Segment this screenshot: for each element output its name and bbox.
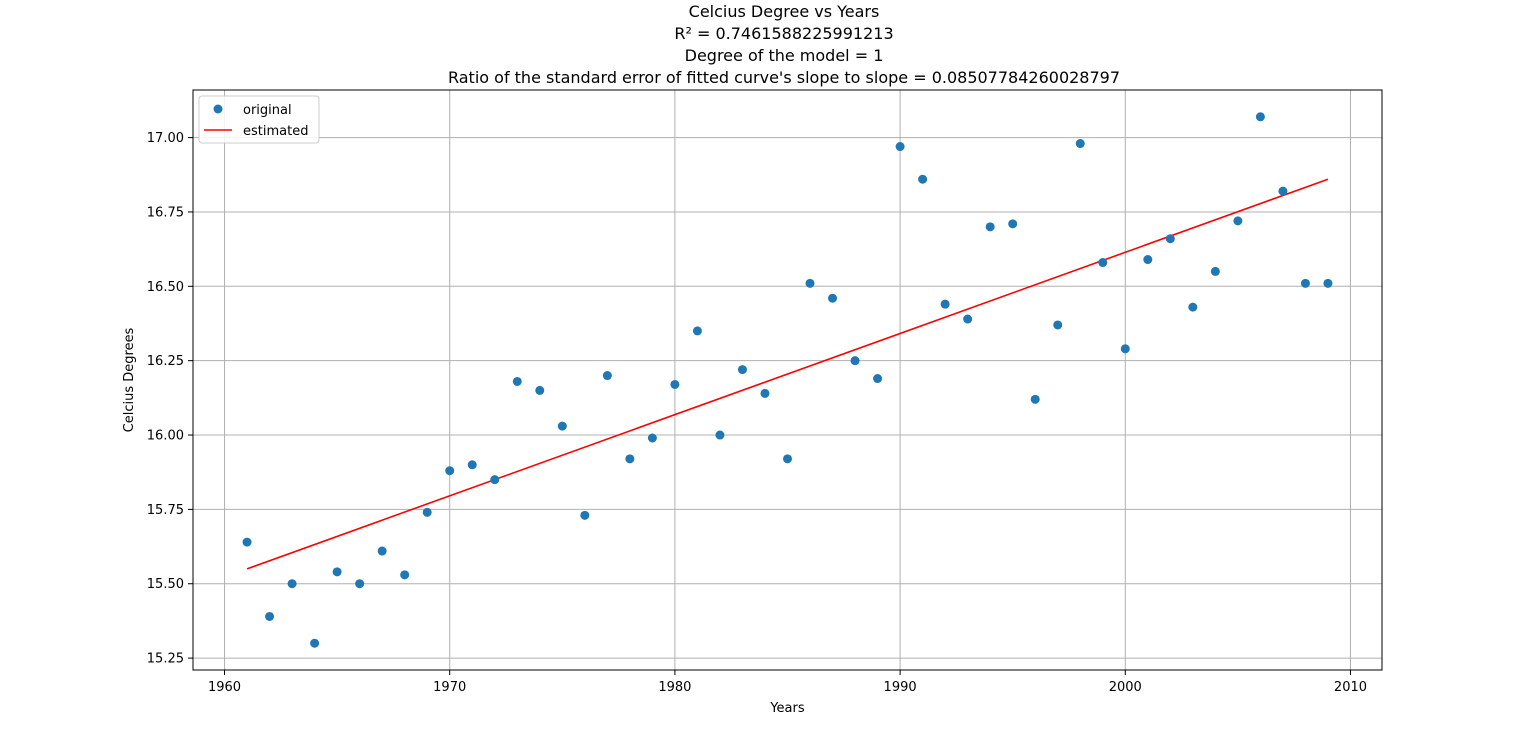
- series-original: [242, 112, 1333, 648]
- data-point: [737, 365, 747, 375]
- title-line-4: Ratio of the standard error of fitted cu…: [448, 68, 1120, 87]
- data-point: [1278, 186, 1288, 196]
- data-point: [805, 278, 815, 288]
- data-point: [828, 293, 838, 303]
- data-point: [1165, 234, 1175, 244]
- data-point: [310, 638, 320, 648]
- data-point: [692, 326, 702, 336]
- data-point: [1098, 258, 1108, 268]
- title-line-2: R² = 0.7461588225991213: [674, 24, 893, 43]
- data-point: [265, 611, 275, 621]
- legend-label-estimated: estimated: [243, 124, 308, 139]
- y-tick-label: 16.75: [147, 205, 184, 220]
- data-point: [602, 371, 612, 381]
- x-axis-label: Years: [769, 701, 805, 716]
- x-tick-label: 1960: [208, 680, 241, 695]
- y-axis-ticks: 15.25 15.50 15.75 16.00 16.25 16.50 16.75 17.00: [147, 131, 193, 667]
- data-point: [422, 507, 432, 517]
- data-point: [400, 570, 410, 580]
- y-tick-label: 15.25: [147, 652, 184, 667]
- data-point: [467, 460, 477, 470]
- data-point: [985, 222, 995, 232]
- data-point: [760, 388, 770, 398]
- y-axis-label: Celcius Degrees: [122, 327, 137, 432]
- y-tick-label: 16.00: [147, 429, 184, 444]
- y-tick-label: 17.00: [147, 131, 184, 146]
- legend-box: [198, 95, 320, 144]
- data-point: [1188, 302, 1198, 312]
- data-point: [940, 299, 950, 309]
- data-point: [490, 475, 500, 485]
- data-point: [287, 579, 297, 589]
- data-point: [670, 379, 680, 389]
- data-point: [1075, 139, 1085, 149]
- data-point: [625, 454, 635, 464]
- y-tick-label: 15.50: [147, 577, 184, 592]
- x-tick-label: 2000: [1109, 680, 1142, 695]
- data-point: [1143, 255, 1153, 265]
- estimated-line: [246, 178, 1329, 570]
- title-line-1: Celcius Degree vs Years: [689, 2, 880, 21]
- data-point: [1210, 266, 1220, 276]
- legend: original estimated: [198, 95, 320, 144]
- data-point: [963, 314, 973, 324]
- data-point: [355, 579, 365, 589]
- title-line-3: Degree of the model = 1: [685, 46, 884, 65]
- chart-title: Celcius Degree vs Years R² = 0.7461588225…: [448, 2, 1120, 87]
- data-point: [783, 454, 792, 464]
- plot-frame: [192, 89, 1383, 671]
- data-point: [1300, 278, 1310, 288]
- legend-marker-original: [213, 104, 223, 114]
- data-point: [1255, 112, 1265, 122]
- data-point: [715, 430, 725, 440]
- x-tick-label: 1990: [884, 680, 917, 695]
- data-point: [1053, 320, 1063, 330]
- data-point: [647, 433, 657, 443]
- data-point: [242, 537, 252, 547]
- x-axis-ticks: 1960 1970 1980 1990 2000 2010: [208, 670, 1367, 695]
- x-tick-label: 1980: [658, 680, 691, 695]
- y-tick-label: 16.50: [147, 280, 184, 295]
- y-tick-label: 15.75: [147, 503, 184, 518]
- data-point: [895, 142, 905, 152]
- x-tick-label: 1970: [433, 680, 466, 695]
- data-point: [873, 374, 883, 384]
- data-point: [1323, 278, 1333, 288]
- y-tick-label: 16.25: [147, 354, 184, 369]
- data-point: [377, 546, 387, 556]
- grid: [193, 90, 1382, 670]
- data-point: [1030, 394, 1040, 404]
- data-point: [512, 376, 522, 386]
- data-point: [580, 510, 590, 520]
- data-point: [445, 466, 455, 476]
- data-point: [850, 356, 860, 366]
- x-tick-label: 2010: [1334, 680, 1367, 695]
- data-point: [1120, 344, 1130, 354]
- data-point: [1233, 216, 1243, 226]
- series-estimated: [246, 178, 1329, 570]
- data-point: [332, 567, 342, 577]
- data-point: [557, 421, 567, 431]
- data-point: [918, 174, 928, 184]
- data-point: [535, 385, 545, 395]
- data-point: [1008, 219, 1018, 229]
- legend-label-original: original: [243, 103, 292, 118]
